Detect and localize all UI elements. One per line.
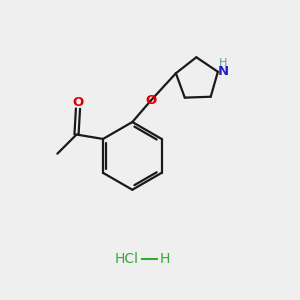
Text: H: H (219, 58, 227, 68)
Text: HCl: HCl (114, 252, 138, 266)
Text: O: O (145, 94, 156, 107)
Text: N: N (218, 65, 229, 78)
Text: O: O (72, 96, 84, 109)
Text: H: H (160, 252, 170, 266)
